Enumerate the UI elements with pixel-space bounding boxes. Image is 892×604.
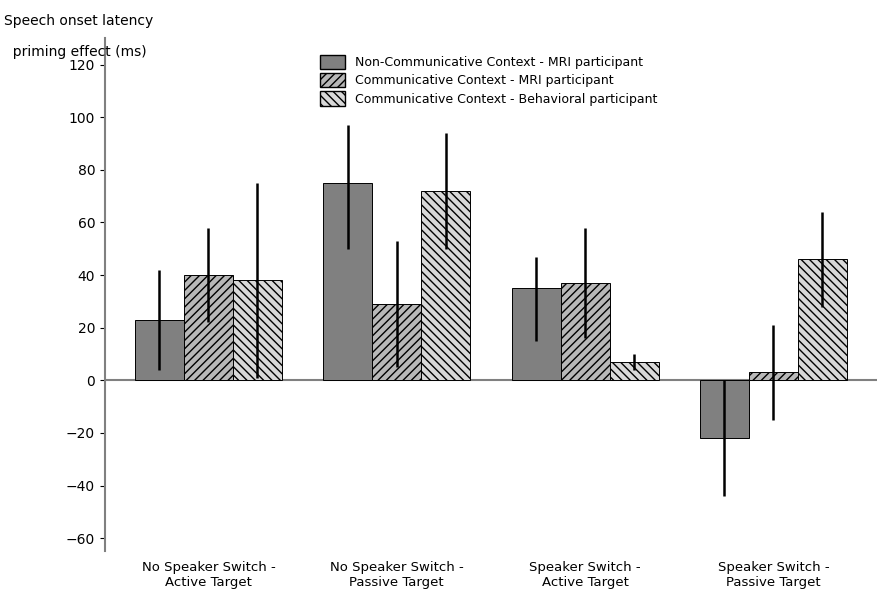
Bar [372,304,421,381]
Bar [184,275,233,381]
Legend: Non-Communicative Context - MRI participant, Communicative Context - MRI partici: Non-Communicative Context - MRI particip… [319,55,657,106]
Bar [560,283,609,381]
Bar [323,183,372,381]
Bar [512,288,560,381]
Bar [749,373,798,381]
Bar [798,259,847,381]
Bar [700,381,749,438]
Text: Speech onset latency: Speech onset latency [4,14,153,28]
Text: priming effect (ms): priming effect (ms) [4,45,147,59]
Bar [421,191,470,381]
Bar [609,362,658,381]
Bar [233,280,282,381]
Bar [135,320,184,381]
